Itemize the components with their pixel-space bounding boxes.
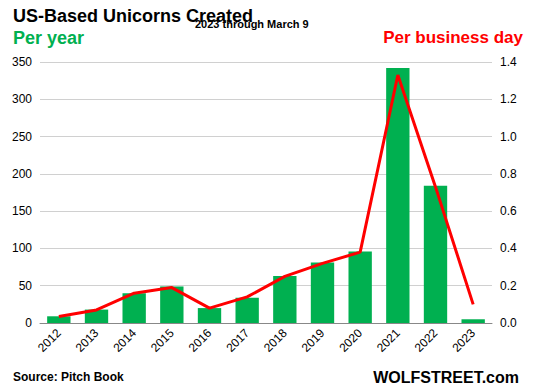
svg-text:2023: 2023: [449, 326, 478, 355]
svg-text:2022: 2022: [412, 326, 441, 355]
svg-text:2018: 2018: [261, 326, 290, 355]
svg-text:0.8: 0.8: [500, 167, 517, 181]
svg-text:2021: 2021: [374, 326, 403, 355]
svg-text:150: 150: [12, 204, 32, 218]
svg-text:350: 350: [12, 55, 32, 69]
svg-text:300: 300: [12, 92, 32, 106]
svg-text:1.0: 1.0: [500, 130, 517, 144]
svg-text:0.6: 0.6: [500, 204, 517, 218]
svg-text:2016: 2016: [186, 326, 215, 355]
svg-text:Per business day: Per business day: [383, 28, 523, 47]
svg-text:Source: Pitch Book: Source: Pitch Book: [13, 370, 124, 384]
svg-text:0.2: 0.2: [500, 279, 517, 293]
svg-text:200: 200: [12, 167, 32, 181]
svg-text:US-Based Unicorns Created: US-Based Unicorns Created: [13, 6, 254, 26]
svg-text:2019: 2019: [299, 326, 328, 355]
svg-text:2014: 2014: [110, 326, 139, 355]
svg-text:0.4: 0.4: [500, 241, 517, 255]
svg-text:250: 250: [12, 130, 32, 144]
svg-text:100: 100: [12, 241, 32, 255]
svg-text:2015: 2015: [148, 326, 177, 355]
svg-text:0: 0: [25, 316, 32, 330]
svg-text:2012: 2012: [35, 326, 64, 355]
svg-text:0.0: 0.0: [500, 316, 517, 330]
svg-text:1.2: 1.2: [500, 92, 517, 106]
svg-text:2013: 2013: [73, 326, 102, 355]
svg-text:WOLFSTREET.com: WOLFSTREET.com: [373, 369, 519, 386]
svg-text:2023 through March 9: 2023 through March 9: [195, 18, 309, 30]
svg-text:Per year: Per year: [13, 28, 84, 48]
svg-text:2017: 2017: [223, 326, 252, 355]
svg-text:50: 50: [19, 279, 33, 293]
svg-text:1.4: 1.4: [500, 55, 517, 69]
svg-text:2020: 2020: [336, 326, 365, 355]
